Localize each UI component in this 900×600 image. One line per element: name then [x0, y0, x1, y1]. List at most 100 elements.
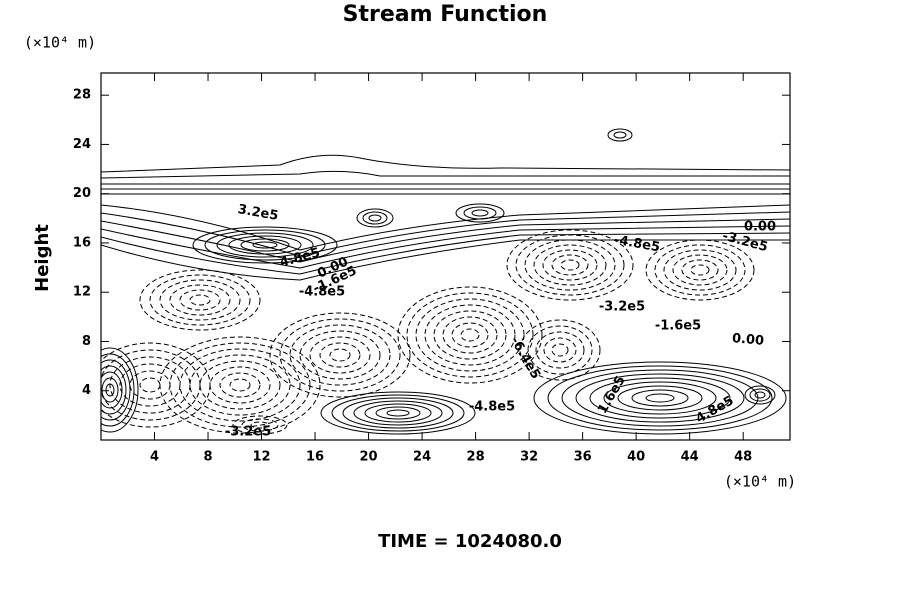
contour-line — [101, 349, 201, 421]
contour-line — [386, 409, 410, 417]
contour-line — [342, 397, 454, 429]
x-unit: (×10⁴ m) — [724, 473, 796, 491]
contour-line — [101, 371, 123, 409]
time-label: TIME = 1024080.0 — [378, 531, 562, 552]
x-tick-label: 20 — [360, 450, 378, 465]
contour-line — [209, 366, 271, 404]
contour-line — [331, 394, 465, 432]
contour-line — [319, 342, 361, 368]
contour-line — [109, 356, 191, 414]
contour-line — [250, 421, 270, 429]
contour-line — [364, 403, 432, 423]
contour-line — [471, 209, 489, 217]
y-tick-label: 28 — [73, 88, 91, 103]
contour-line — [543, 337, 577, 363]
contour-line — [362, 211, 388, 225]
x-tick-label: 4 — [150, 450, 159, 465]
contour-label: -4.8e5 — [469, 400, 515, 415]
y-unit: (×10⁴ m) — [24, 34, 96, 52]
contour-line — [663, 249, 737, 291]
contour-line — [424, 304, 516, 366]
y-tick-label: 4 — [82, 383, 91, 398]
contour-line — [551, 254, 589, 276]
contour-line — [252, 241, 278, 249]
contour-line — [575, 373, 745, 423]
y-axis-label: Height — [32, 224, 53, 292]
contour-line — [204, 229, 326, 261]
contour-line — [645, 393, 675, 403]
contour-line — [519, 319, 601, 381]
contour-line — [101, 170, 790, 179]
contour-label: -4.8e5 — [299, 285, 345, 300]
contour-label: -4.8e5 — [613, 233, 661, 256]
contour-line — [607, 128, 633, 142]
contour-line — [219, 372, 261, 398]
x-tick-label: 12 — [252, 450, 270, 465]
contour-line — [533, 244, 607, 286]
contour-line — [101, 359, 131, 421]
contour-line — [631, 389, 689, 407]
contour-line — [169, 284, 231, 316]
y-tick-label: 12 — [73, 285, 91, 300]
contour-line — [368, 214, 382, 222]
contour-line — [101, 342, 211, 428]
contour-line — [375, 406, 421, 420]
contour-line — [617, 385, 703, 411]
contour-line — [613, 131, 627, 139]
contour-line — [101, 377, 119, 403]
contour-line — [527, 325, 593, 375]
contour-line — [754, 391, 766, 399]
contour-line — [241, 418, 279, 432]
x-tick-label: 44 — [681, 450, 699, 465]
contour-line — [690, 264, 710, 276]
contour-line — [451, 322, 489, 348]
x-tick-label: 40 — [627, 450, 645, 465]
contour-line — [433, 310, 507, 360]
contour-line — [232, 415, 288, 435]
contour-line — [524, 239, 616, 291]
chart-title: Stream Function — [343, 2, 548, 27]
contour-line — [460, 328, 480, 342]
contour-line — [129, 370, 171, 400]
contour-line — [139, 377, 161, 393]
contour-line — [681, 259, 719, 281]
contour-line — [101, 347, 139, 433]
y-tick-label: 8 — [82, 334, 91, 349]
x-tick-label: 32 — [520, 450, 538, 465]
contour-label: 0.00 — [731, 331, 764, 349]
contour-line — [320, 391, 476, 435]
contour-label: -6.4e5 — [507, 334, 543, 382]
contour-line — [589, 377, 731, 419]
contour-line — [169, 342, 311, 428]
contour-line — [744, 385, 776, 405]
contour-line — [353, 400, 443, 426]
contour-line — [105, 383, 115, 397]
contour-line — [101, 218, 790, 263]
contour-line — [189, 354, 291, 416]
contour-line — [101, 154, 790, 173]
contour-line — [192, 226, 338, 264]
x-tick-label: 36 — [574, 450, 592, 465]
x-tick-label: 28 — [467, 450, 485, 465]
contour-line — [406, 292, 534, 378]
contour-line — [101, 365, 127, 415]
contour-line — [654, 244, 746, 296]
contour-line — [101, 239, 790, 281]
contour-line — [229, 378, 251, 392]
contour-line — [603, 381, 717, 415]
contour-line — [269, 312, 411, 398]
contour-line — [397, 286, 543, 384]
contour-line — [356, 208, 394, 228]
contour-line — [542, 249, 598, 281]
contour-line — [279, 318, 401, 392]
y-tick-label: 16 — [73, 235, 91, 250]
contour-label: -3.2e5 — [225, 425, 271, 440]
contour-line — [535, 331, 585, 369]
contour-field — [101, 128, 790, 435]
contour-line — [533, 361, 787, 435]
contour-line — [645, 239, 755, 301]
x-tick-label: 48 — [734, 450, 752, 465]
contour-line — [299, 330, 381, 380]
contour-line — [119, 363, 181, 407]
